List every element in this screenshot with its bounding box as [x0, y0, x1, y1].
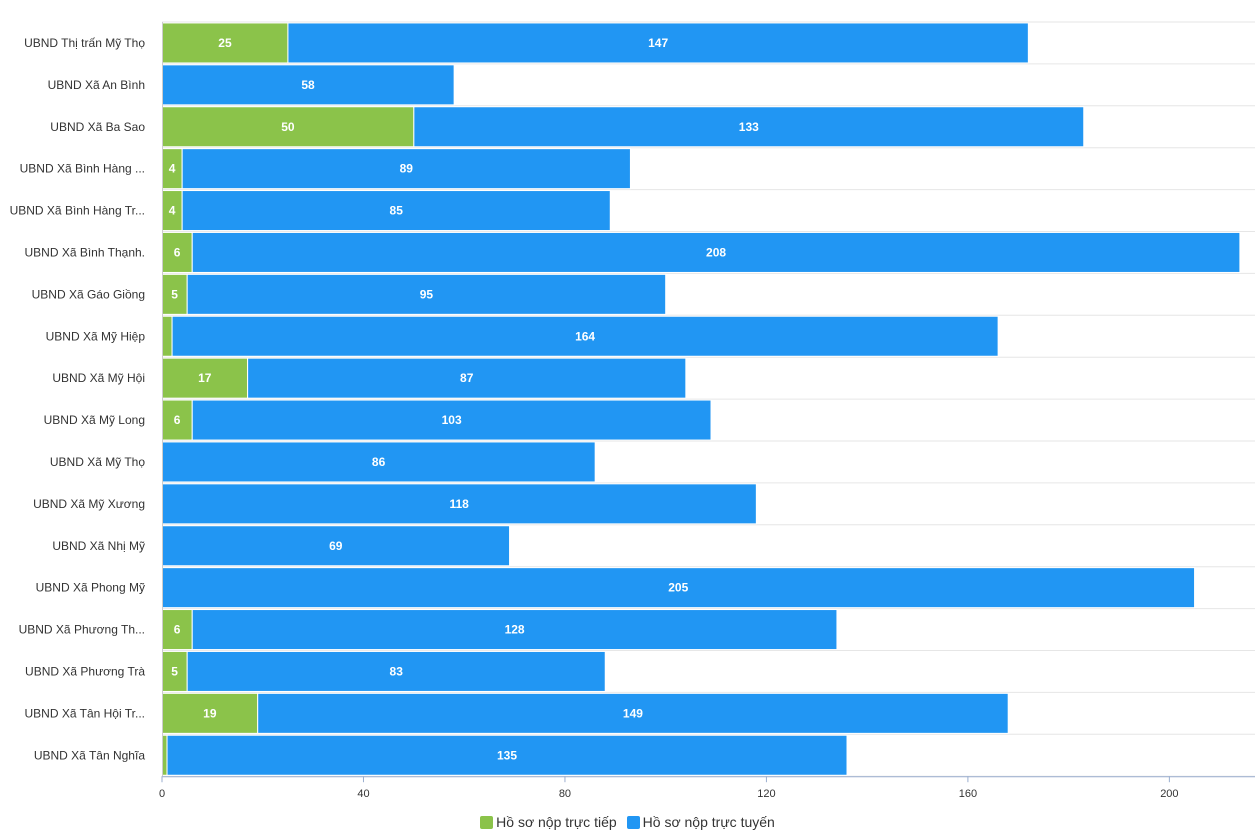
bar-value-label: 5	[171, 664, 178, 678]
category-label: UBND Xã Phong Mỹ	[36, 581, 145, 595]
x-tick-label: 0	[159, 788, 165, 800]
bar-value-label: 87	[460, 371, 474, 385]
category-label: UBND Xã Ba Sao	[50, 120, 145, 134]
bar-online[interactable]	[186, 273, 667, 315]
bar-direct[interactable]	[161, 650, 188, 692]
bar-value-label: 147	[648, 36, 668, 50]
x-tick-label: 120	[757, 788, 775, 800]
category-label: UBND Xã Mỹ Hội	[52, 371, 145, 385]
legend-swatch	[626, 815, 640, 829]
category-label: UBND Thị trấn Mỹ Thọ	[24, 36, 145, 50]
bar-value-label: 133	[739, 120, 759, 134]
bar-direct[interactable]	[161, 22, 289, 64]
category-label: UBND Xã An Bình	[48, 78, 145, 92]
bar-direct[interactable]	[161, 609, 193, 651]
category-label: UBND Xã Tân Hội Tr...	[25, 706, 146, 720]
bars	[161, 22, 1241, 776]
bar-online[interactable]	[257, 692, 1009, 734]
bar-value-label: 135	[497, 748, 517, 762]
bar-value-label: 83	[390, 664, 404, 678]
bar-value-label: 164	[575, 329, 595, 343]
bar-online[interactable]	[181, 190, 611, 232]
bar-direct[interactable]	[161, 357, 249, 399]
legend-label: Hồ sơ nộp trực tuyến	[642, 814, 775, 830]
bar-online[interactable]	[186, 650, 606, 692]
bar-online[interactable]	[247, 357, 687, 399]
category-label: UBND Xã Phương Th...	[19, 623, 145, 637]
bar-value-label: 118	[449, 497, 469, 511]
bar-value-labels: 25 147 58 50 133 4 89 4 85 6 208 5 95 164 17 87 6 103 86 11…	[169, 36, 759, 762]
category-label: UBND Xã Tân Nghĩa	[34, 748, 145, 762]
bar-direct[interactable]	[161, 106, 415, 148]
legend-item[interactable]: Hồ sơ nộp trực tuyến	[626, 814, 775, 830]
category-label: UBND Xã Mỹ Thọ	[50, 455, 145, 469]
bar-online[interactable]	[171, 315, 999, 357]
bar-value-label: 85	[390, 204, 404, 218]
bar-value-label: 4	[169, 162, 176, 176]
bar-online[interactable]	[287, 22, 1029, 64]
bar-value-label: 58	[301, 78, 315, 92]
bar-value-label: 149	[623, 706, 643, 720]
bar-direct[interactable]	[161, 273, 188, 315]
bar-online[interactable]	[413, 106, 1085, 148]
bar-direct[interactable]	[161, 231, 193, 273]
bar-value-label: 208	[706, 245, 726, 259]
bar-direct[interactable]	[161, 315, 173, 357]
bar-value-label: 19	[203, 706, 217, 720]
bar-online[interactable]	[161, 64, 455, 106]
category-label: UBND Xã Mỹ Long	[44, 413, 145, 427]
category-axis: UBND Thị trấn Mỹ Thọ UBND Xã An Bình UBND …	[10, 36, 146, 762]
bar-value-label: 69	[329, 539, 343, 553]
category-label: UBND Xã Phương Trà	[25, 664, 145, 678]
category-label: UBND Xã Gáo Giồng	[32, 287, 145, 301]
legend: Hồ sơ nộp trực tiếp Hồ sơ nộp trực tuyến	[0, 811, 1255, 833]
category-label: UBND Xã Nhị Mỹ	[52, 539, 145, 553]
bar-online[interactable]	[191, 609, 838, 651]
bar-value-label: 103	[442, 413, 462, 427]
bar-value-label: 4	[169, 204, 176, 218]
bar-value-label: 95	[420, 287, 434, 301]
bar-online[interactable]	[191, 399, 712, 441]
bar-online[interactable]	[161, 441, 596, 483]
category-label: UBND Xã Mỹ Hiệp	[46, 329, 146, 343]
category-label: UBND Xã Bình Thạnh.	[24, 245, 145, 259]
bar-online[interactable]	[191, 231, 1241, 273]
bar-value-label: 86	[372, 455, 386, 469]
legend-item[interactable]: Hồ sơ nộp trực tiếp	[480, 814, 617, 830]
category-label: UBND Xã Bình Hàng ...	[20, 162, 145, 176]
bar-value-label: 89	[400, 162, 414, 176]
legend-swatch	[480, 815, 494, 829]
value-axis: 0 40 80 120 160 200	[159, 22, 1255, 800]
bar-value-label: 50	[281, 120, 295, 134]
bar-value-label: 17	[198, 371, 212, 385]
x-tick-label: 200	[1160, 788, 1178, 800]
x-tick-label: 80	[559, 788, 571, 800]
bar-value-label: 5	[171, 287, 178, 301]
bar-online[interactable]	[166, 734, 848, 776]
bar-value-label: 6	[174, 245, 181, 259]
bar-value-label: 128	[505, 623, 525, 637]
bar-online[interactable]	[181, 148, 631, 190]
x-tick-label: 160	[959, 788, 977, 800]
bar-value-label: 205	[668, 581, 688, 595]
x-tick-label: 40	[357, 788, 369, 800]
bar-value-label: 6	[174, 623, 181, 637]
bar-value-label: 25	[218, 36, 232, 50]
bar-online[interactable]	[161, 483, 757, 525]
category-label: UBND Xã Bình Hàng Tr...	[10, 204, 145, 218]
legend-label: Hồ sơ nộp trực tiếp	[496, 814, 617, 830]
bar-online[interactable]	[161, 525, 511, 567]
grid-lines	[162, 21, 1255, 777]
category-label: UBND Xã Mỹ Xương	[33, 497, 145, 511]
bar-value-label: 6	[174, 413, 181, 427]
